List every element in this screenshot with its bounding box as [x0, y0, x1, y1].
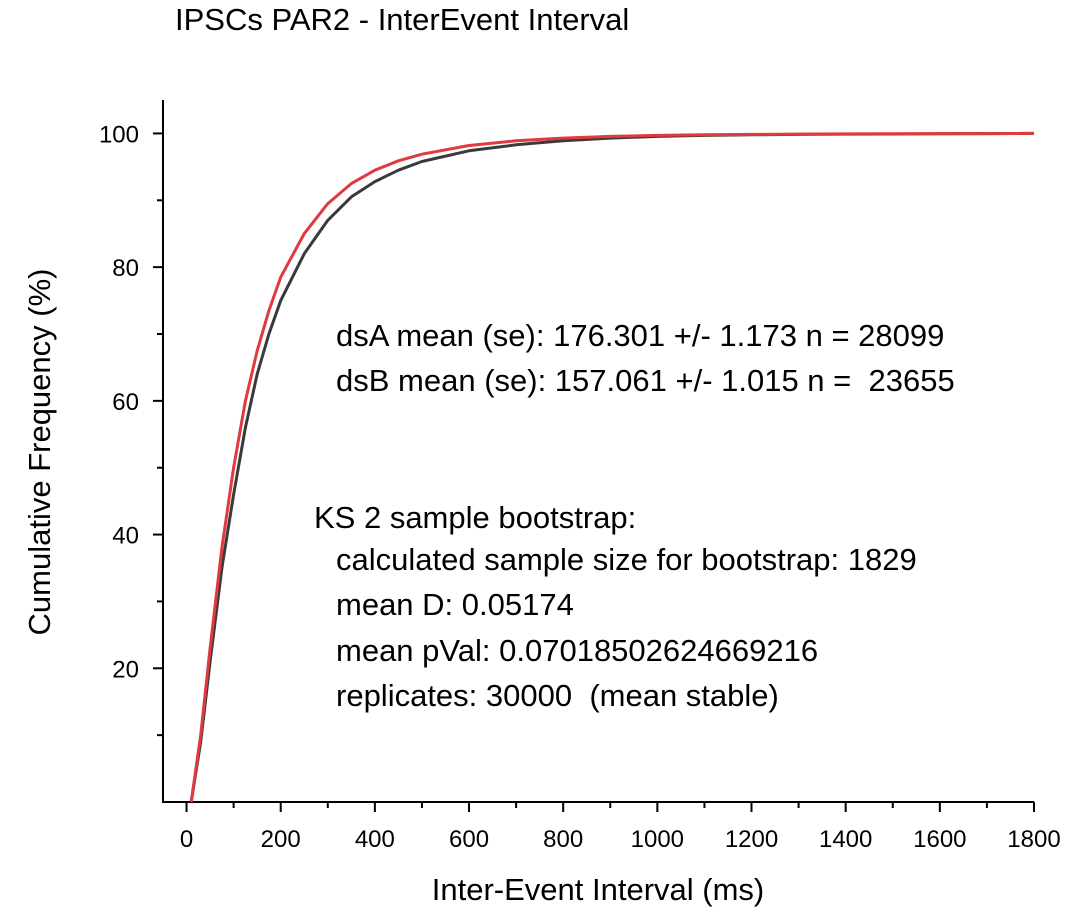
x-axis-label: Inter-Event Interval (ms) [432, 872, 764, 907]
x-tick-label: 600 [449, 826, 489, 853]
y-tick-label: 60 [112, 389, 139, 416]
x-tick-label: 400 [355, 826, 395, 853]
annotation-sample-size: calculated sample size for bootstrap: 18… [336, 542, 917, 577]
x-tick-label: 200 [261, 826, 301, 853]
y-axis-label: Cumulative Frequency (%) [22, 269, 57, 636]
x-tick-label: 0 [180, 826, 193, 853]
annotation-ks-header: KS 2 sample bootstrap: [314, 500, 636, 535]
x-tick-label: 1600 [913, 826, 966, 853]
x-axis-ticks: 0 200 400 600 800 1000 1200 1400 1600 1800 [180, 802, 1061, 853]
annotation-dsa-mean: dsA mean (se): 176.301 +/- 1.173 n = 280… [336, 318, 944, 353]
x-tick-label: 1800 [1007, 826, 1060, 853]
annotation-mean-pval: mean pVal: 0.07018502624669216 [336, 633, 818, 668]
axes [162, 100, 1034, 803]
y-tick-label: 100 [99, 121, 139, 148]
y-axis-ticks: 20 40 60 80 100 [99, 121, 163, 737]
annotation-replicates: replicates: 30000 (mean stable) [336, 678, 779, 713]
x-tick-label: 800 [543, 826, 583, 853]
y-tick-label: 40 [112, 523, 139, 550]
statistics-annotation: dsA mean (se): 176.301 +/- 1.173 n = 280… [314, 318, 955, 713]
chart-title: IPSCs PAR2 - InterEvent Interval [175, 2, 629, 37]
y-tick-label: 20 [112, 656, 139, 683]
x-tick-label: 1400 [819, 826, 872, 853]
series-line-2 [189, 131, 1035, 803]
x-tick-label: 1200 [725, 826, 778, 853]
annotation-dsb-mean: dsB mean (se): 157.061 +/- 1.015 n = 236… [336, 363, 955, 398]
series-lines [189, 131, 1035, 803]
annotation-mean-d: mean D: 0.05174 [336, 587, 574, 622]
y-tick-label: 80 [112, 255, 139, 282]
x-tick-label: 1000 [631, 826, 684, 853]
